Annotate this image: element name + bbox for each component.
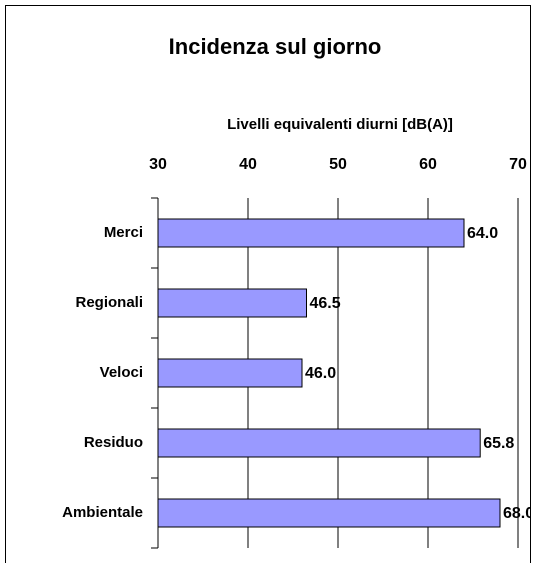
value-label: 64.0 [467, 225, 498, 242]
x-tick-label: 40 [239, 156, 257, 173]
y-tick-label: Merci [104, 224, 143, 241]
bar [157, 288, 307, 318]
bar [157, 218, 465, 248]
bar [157, 498, 501, 528]
x-tick-label: 50 [329, 156, 347, 173]
chart-frame [5, 5, 531, 563]
bar [157, 428, 481, 458]
y-tick-label: Ambientale [62, 504, 143, 521]
bar [157, 358, 303, 388]
y-tick-label: Residuo [84, 434, 143, 451]
x-axis-title: Livelli equivalenti diurni [dB(A)] [227, 116, 453, 133]
x-tick-label: 70 [509, 156, 527, 173]
value-label: 65.8 [483, 435, 514, 452]
value-label: 68.0 [503, 505, 534, 522]
y-tick-label: Regionali [75, 294, 143, 311]
value-label: 46.0 [305, 365, 336, 382]
chart-title: Incidenza sul giorno [169, 34, 382, 59]
x-tick-label: 60 [419, 156, 437, 173]
value-label: 46.5 [310, 295, 341, 312]
x-tick-label: 30 [149, 156, 167, 173]
y-tick-label: Veloci [100, 364, 143, 381]
